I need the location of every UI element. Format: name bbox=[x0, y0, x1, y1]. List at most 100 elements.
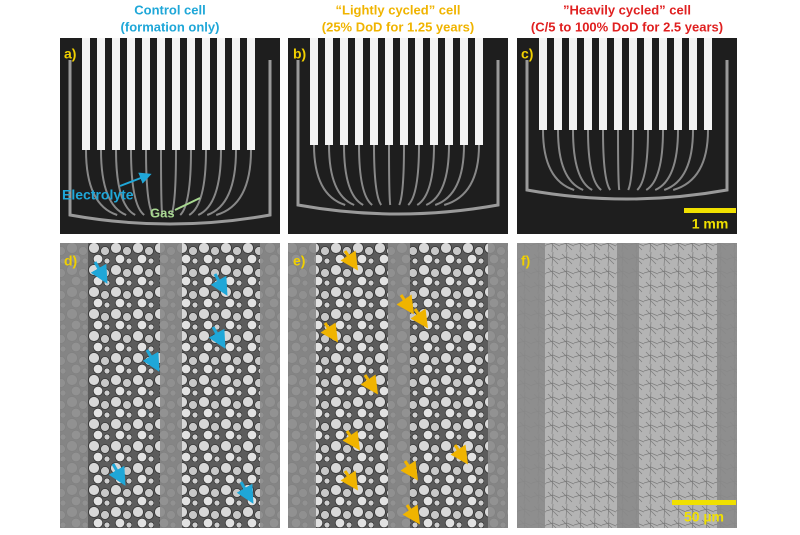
electrode-tail bbox=[358, 144, 373, 206]
arrow bbox=[236, 481, 254, 504]
electrode-tail bbox=[179, 149, 192, 216]
electrode-tail bbox=[407, 144, 420, 206]
separator bbox=[488, 243, 508, 528]
column-subtitle: (C/5 to 100% DoD for 2.5 years) bbox=[531, 19, 723, 34]
casing bbox=[525, 60, 729, 201]
scale-bar bbox=[684, 208, 736, 213]
electrode-tail bbox=[313, 144, 346, 206]
electrode bbox=[659, 38, 667, 130]
electrode-tail bbox=[645, 129, 664, 191]
separator bbox=[388, 243, 410, 528]
electrode bbox=[247, 38, 255, 150]
electrode bbox=[82, 38, 90, 150]
separator bbox=[288, 243, 316, 528]
separator bbox=[517, 243, 545, 528]
arrow bbox=[450, 444, 468, 465]
electrode-tail bbox=[416, 144, 435, 206]
electrode-tail bbox=[160, 149, 164, 216]
electrode-tail bbox=[343, 144, 364, 206]
casing bbox=[296, 60, 500, 216]
electrode bbox=[415, 38, 423, 145]
electrode-tail bbox=[434, 144, 465, 206]
electrode bbox=[310, 38, 318, 145]
electrode bbox=[142, 38, 150, 150]
electrode bbox=[689, 38, 697, 130]
arrow bbox=[174, 197, 201, 211]
casing bbox=[68, 60, 272, 226]
electrode bbox=[569, 38, 577, 130]
electrode-tail bbox=[328, 144, 355, 206]
electrode bbox=[674, 38, 682, 130]
electrode bbox=[400, 38, 408, 145]
electrode bbox=[584, 38, 592, 130]
electrode-tail bbox=[206, 149, 237, 216]
electrode bbox=[340, 38, 348, 145]
arrow bbox=[142, 349, 160, 372]
arrow bbox=[208, 326, 226, 349]
electrode bbox=[554, 38, 562, 130]
electrode bbox=[445, 38, 453, 145]
electrode-tail bbox=[215, 149, 252, 216]
electrode-tail bbox=[373, 144, 383, 206]
electrode bbox=[217, 38, 225, 150]
electrode bbox=[599, 38, 607, 130]
electrode-tail bbox=[425, 144, 450, 206]
separator bbox=[160, 243, 182, 528]
panel-label: f) bbox=[521, 253, 530, 269]
electrode-tail bbox=[602, 129, 612, 191]
electrode-tail bbox=[130, 149, 145, 216]
arrow bbox=[402, 504, 420, 525]
panel-label: a) bbox=[64, 46, 76, 62]
panel-label: c) bbox=[521, 46, 533, 62]
column-title: “Lightly cycled” cell bbox=[336, 2, 461, 17]
separator bbox=[717, 243, 737, 528]
micrograph bbox=[60, 38, 280, 234]
electrode-tail bbox=[197, 149, 222, 216]
electrode bbox=[430, 38, 438, 145]
arrow bbox=[410, 308, 428, 329]
annotation: Electrolyte bbox=[62, 187, 134, 203]
electrode-tail bbox=[587, 129, 602, 191]
arrow bbox=[108, 463, 126, 486]
electrode bbox=[355, 38, 363, 145]
scale-bar-label: 50 µm bbox=[684, 509, 724, 525]
micrograph bbox=[517, 38, 737, 234]
separator bbox=[60, 243, 88, 528]
electrode bbox=[172, 38, 180, 150]
arrow bbox=[340, 250, 358, 271]
electrode bbox=[644, 38, 652, 130]
column-title: Control cell bbox=[134, 2, 206, 17]
electrode-tail bbox=[557, 129, 584, 191]
electrode-tail bbox=[170, 149, 177, 216]
electrode-tail bbox=[627, 129, 634, 191]
scale-bar bbox=[672, 500, 736, 505]
electrode bbox=[614, 38, 622, 130]
electrode-tail bbox=[85, 149, 118, 216]
electrode bbox=[325, 38, 333, 145]
electrode-tail bbox=[145, 149, 155, 216]
electrode-tail bbox=[654, 129, 679, 191]
panel-label: b) bbox=[293, 46, 306, 62]
electrode-tail bbox=[572, 129, 593, 191]
panels bbox=[60, 38, 737, 528]
separator bbox=[260, 243, 280, 528]
arrow bbox=[396, 294, 414, 315]
electrode-tail bbox=[100, 149, 127, 216]
electrode bbox=[187, 38, 195, 150]
electrode-tail bbox=[663, 129, 694, 191]
column-title: ”Heavily cycled” cell bbox=[563, 2, 691, 17]
electrode bbox=[157, 38, 165, 150]
micrograph bbox=[288, 38, 508, 234]
electrode bbox=[704, 38, 712, 130]
electrode bbox=[112, 38, 120, 150]
panel-label: e) bbox=[293, 253, 305, 269]
electrode bbox=[127, 38, 135, 150]
separator bbox=[617, 243, 639, 528]
electrode-tail bbox=[672, 129, 709, 191]
arrow bbox=[90, 261, 108, 284]
column-subtitle: (25% DoD for 1.25 years) bbox=[322, 19, 474, 34]
arrow bbox=[400, 460, 418, 481]
column-subtitle: (formation only) bbox=[121, 19, 220, 34]
electrode bbox=[460, 38, 468, 145]
